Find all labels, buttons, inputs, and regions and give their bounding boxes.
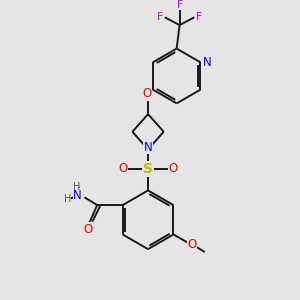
Text: O: O <box>118 162 127 176</box>
Text: O: O <box>142 87 152 100</box>
Text: S: S <box>143 162 153 176</box>
Text: O: O <box>169 162 178 176</box>
Text: F: F <box>157 12 163 22</box>
Text: N: N <box>144 141 152 154</box>
Text: N: N <box>203 56 212 69</box>
Text: H: H <box>73 182 80 191</box>
Text: F: F <box>176 0 183 10</box>
Text: O: O <box>188 238 197 251</box>
Text: O: O <box>84 223 93 236</box>
Text: N: N <box>73 189 82 202</box>
Text: F: F <box>196 12 202 22</box>
Text: H: H <box>64 194 71 204</box>
